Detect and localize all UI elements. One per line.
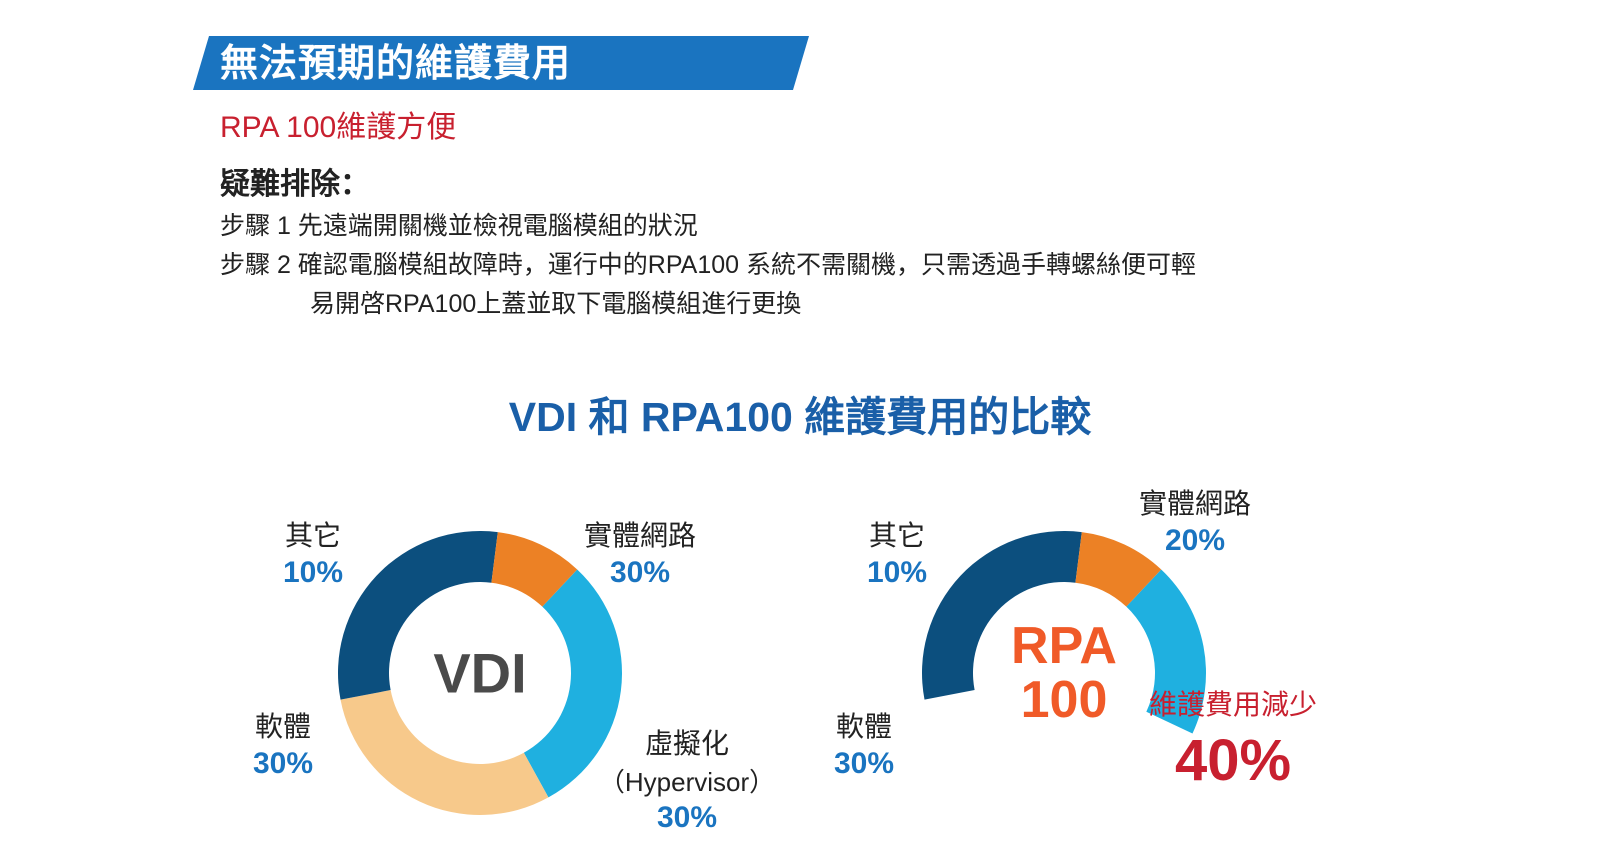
vdi-other-pct: 10% (282, 556, 344, 589)
step-1: 步驟 1 先遠端開關機並檢視電腦模組的狀況 (220, 212, 698, 240)
rpa-software-name: 軟體 (835, 711, 893, 742)
rpa-software-pct: 30% (833, 747, 895, 780)
rpa-donut (921, 530, 1206, 734)
step-2: 步驟 2 確認電腦模組故障時，運行中的RPA100 系統不需關機，只需透過手轉螺… (220, 251, 1197, 279)
vdi-center-label: VDI (433, 641, 527, 705)
rpa-label-network: 實體網路 20% (1139, 482, 1251, 558)
rpa-label-software: 軟體 30% (834, 705, 894, 781)
vdi-software-name: 軟體 (254, 711, 312, 742)
vdi-virt-sub: （Hypervisor） (598, 767, 776, 797)
vdi-label-network: 實體網路 30% (584, 514, 696, 590)
rpa-slice-0 (1126, 569, 1206, 734)
vdi-virt-name: 虛擬化 (644, 728, 729, 759)
vdi-network-name: 實體網路 (583, 520, 697, 551)
vdi-slice-1 (340, 690, 549, 815)
vdi-label-other: 其它 10% (283, 514, 343, 590)
step-2-continued: 易開啓RPA100上蓋並取下電腦模組進行更換 (310, 290, 802, 318)
vdi-slice-3 (491, 532, 578, 607)
rpa-other-pct: 10% (866, 556, 928, 589)
rpa-slice-2 (921, 530, 1082, 700)
reduction-value: 40% (1174, 728, 1292, 793)
vdi-slice-2 (337, 530, 498, 700)
vdi-label-virtualization: 虛擬化 （Hypervisor） 30% (599, 722, 775, 835)
troubleshoot-heading: 疑難排除： (220, 168, 370, 201)
rpa-other-name: 其它 (868, 520, 926, 551)
banner-title: 無法預期的維護費用 (220, 43, 572, 85)
vdi-other-name: 其它 (284, 520, 342, 551)
chart-title: VDI 和 RPA100 維護費用的比較 (508, 394, 1092, 440)
rpa-center-label: RPA 100 (1011, 619, 1117, 727)
rpa-network-pct: 20% (1164, 524, 1226, 557)
vdi-slice-0 (523, 569, 622, 798)
vdi-network-pct: 30% (609, 556, 671, 589)
reduction-label: 維護費用減少 (1148, 689, 1318, 720)
vdi-label-software: 軟體 30% (253, 705, 313, 781)
rpa-center-line2: 100 (1020, 671, 1108, 729)
subtitle: RPA 100維護方便 (220, 111, 457, 144)
vdi-donut (337, 530, 622, 815)
rpa-center-line1: RPA (1011, 617, 1117, 675)
title-banner (193, 36, 809, 90)
rpa-slice-3 (1075, 532, 1162, 607)
vdi-software-pct: 30% (252, 747, 314, 780)
rpa-label-other: 其它 10% (867, 514, 927, 590)
vdi-virt-pct: 30% (656, 801, 718, 834)
rpa-network-name: 實體網路 (1138, 488, 1252, 519)
rpa-reduction-callout: 維護費用減少 40% (1149, 683, 1317, 794)
